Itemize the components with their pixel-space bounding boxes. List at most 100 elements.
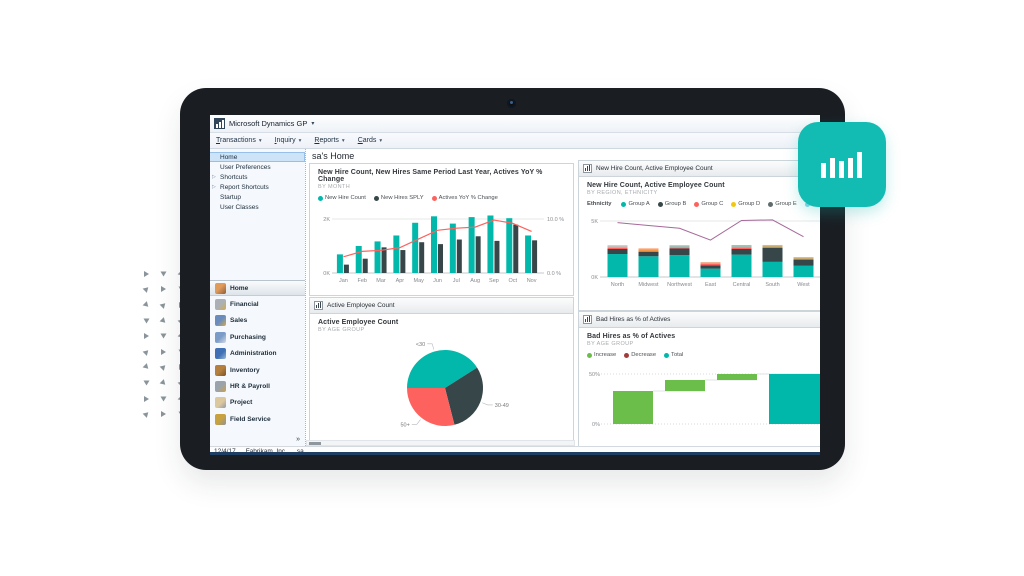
svg-text:Northwest: Northwest (667, 282, 692, 288)
chart-window-new-hire-combo: New Hire Count, New Hires Same Period La… (309, 163, 574, 296)
chart-window-caption[interactable]: Active Employee Count (310, 298, 573, 314)
chevron-mark-icon (144, 395, 150, 402)
hr-payroll-icon (215, 381, 226, 393)
chart-window-icon (583, 164, 592, 173)
legend-item: Group A (621, 201, 650, 207)
svg-text:50+: 50+ (400, 422, 409, 428)
dynamics-gp-logo-icon (214, 118, 225, 129)
sidebar-item-home[interactable]: Home (210, 152, 305, 162)
app-titlebar[interactable]: Microsoft Dynamics GP ▾ (210, 115, 820, 133)
sidebar-nav-project[interactable]: Project (210, 395, 305, 411)
svg-text:0%: 0% (592, 422, 600, 428)
chart-window-caption[interactable]: Bad Hires as % of Actives (579, 312, 820, 328)
sales-icon (215, 315, 226, 327)
legend-item: Group C (694, 201, 723, 207)
chevron-mark-icon (160, 271, 167, 277)
chevron-mark-icon (142, 285, 151, 294)
svg-text:Jul: Jul (453, 278, 460, 284)
dynamics-gp-window: Microsoft Dynamics GP ▾ Transactions ▾ In… (210, 115, 820, 455)
legend-title: Ethnicity (587, 201, 612, 207)
expander-icon[interactable]: ▷ (212, 184, 216, 190)
menu-caret-icon: ▾ (258, 137, 262, 144)
svg-text:Sep: Sep (489, 278, 499, 284)
chevron-mark-icon (160, 333, 167, 339)
sidebar-nav-sales[interactable]: Sales (210, 313, 305, 329)
chevron-mark-icon (142, 363, 151, 372)
svg-text:Apr: Apr (396, 278, 405, 284)
chart-title: Active Employee Count (318, 319, 399, 326)
sidebar-nav-purchasing[interactable]: Purchasing (210, 329, 305, 345)
legend-dot-icon (587, 352, 592, 358)
legend-dot-icon (431, 195, 437, 201)
sidebar-nav-administration[interactable]: Administration (210, 346, 305, 362)
chart-window-active-employee-pie: Active Employee Count Active Employee Co… (309, 297, 574, 444)
administration-icon (215, 348, 226, 360)
svg-text:South: South (765, 282, 779, 288)
horizontal-scrollbar[interactable] (306, 440, 575, 446)
inventory-icon (215, 364, 226, 376)
svg-text:East: East (705, 282, 716, 288)
menu-reports[interactable]: Reports ▾ (314, 137, 345, 144)
chart-window-region-ethnicity: New Hire Count, Active Employee Count Ne… (578, 160, 820, 311)
chevron-mark-icon (161, 411, 167, 418)
svg-text:Jan: Jan (339, 278, 348, 284)
menu-cards[interactable]: Cards ▾ (357, 137, 383, 144)
financial-icon (215, 299, 226, 311)
svg-text:50%: 50% (589, 372, 600, 378)
svg-text:10.0 %: 10.0 % (547, 217, 564, 223)
chevron-mark-icon (160, 363, 168, 372)
legend-item: New Hires SPLY (373, 195, 424, 201)
legend-dot-icon (694, 201, 700, 207)
analytics-badge (798, 122, 886, 207)
chevron-mark-icon (160, 379, 168, 387)
webcam-icon (507, 99, 516, 108)
chevron-mark-icon (160, 396, 167, 402)
chart-subtitle: BY MONTH (318, 184, 351, 190)
scrollbar-thumb[interactable] (309, 442, 321, 445)
titlebar-caret-icon[interactable]: ▾ (311, 121, 315, 127)
chart-window-icon (314, 301, 323, 310)
sidebar-item-report-shortcuts[interactable]: ▷ Report Shortcuts (212, 183, 269, 191)
sidebar-nav-inventory[interactable]: Inventory (210, 362, 305, 378)
nav-pane-expander-button[interactable]: » (296, 436, 300, 443)
legend-item: Actives YoY % Change (431, 195, 498, 201)
legend-item: Total (664, 352, 683, 358)
sidebar-item-user-preferences[interactable]: User Preferences (220, 163, 271, 171)
expander-icon[interactable]: ▷ (212, 174, 216, 180)
purchasing-icon (215, 331, 226, 343)
legend-dot-icon (624, 352, 630, 358)
menu-caret-icon: ▾ (298, 137, 302, 144)
legend-item: Group D (731, 201, 760, 207)
legend-dot-icon (318, 195, 323, 201)
menu-caret-icon: ▾ (379, 137, 383, 144)
legend-dot-icon (657, 201, 663, 207)
menu-caret-icon: ▾ (341, 137, 345, 144)
chart-legend: Ethnicity Group A Group B Group C Group D Gr… (587, 201, 820, 207)
pie-chart: <30 30-49 50+ (400, 342, 508, 429)
svg-text:0.0 %: 0.0 % (547, 271, 561, 277)
combo-bar-line-chart: Jan Feb Mar Apr May Jun Jul Aug Sep Oct Nov 0K 2K 0.0… (323, 215, 564, 284)
sidebar-item-startup[interactable]: Startup (220, 193, 241, 201)
home-shortcut-list: Home User Preferences ▷ Shortcuts ▷ Report… (210, 149, 305, 212)
chart-title: Bad Hires as % of Actives (587, 333, 676, 340)
legend-item: Increase (587, 352, 616, 358)
chevron-mark-icon (143, 318, 150, 324)
sidebar-nav-hr-payroll[interactable]: HR & Payroll (210, 378, 305, 394)
sidebar-nav-financial[interactable]: Financial (210, 296, 305, 312)
legend-dot-icon (664, 352, 670, 358)
chart-window-caption[interactable]: New Hire Count, Active Employee Count (579, 161, 820, 177)
menu-transactions[interactable]: Transactions ▾ (216, 137, 262, 144)
app-title: Microsoft Dynamics GP (229, 119, 308, 128)
legend-item: New Hire Count (318, 195, 366, 201)
sidebar-item-shortcuts[interactable]: ▷ Shortcuts (212, 173, 248, 181)
legend-dot-icon (731, 201, 737, 207)
legend-dot-icon (621, 201, 627, 207)
sidebar-item-user-classes[interactable]: User Classes (220, 203, 259, 211)
chart-legend: New Hire Count New Hires SPLY Actives YoY … (318, 195, 565, 201)
sidebar-nav-home[interactable]: Home (210, 280, 305, 297)
svg-text:May: May (413, 278, 424, 284)
menu-inquiry[interactable]: Inquiry ▾ (274, 137, 302, 144)
svg-text:Nov: Nov (527, 278, 537, 284)
legend-item: Group E (768, 201, 797, 207)
sidebar-nav-field-service[interactable]: Field Service (210, 411, 305, 427)
